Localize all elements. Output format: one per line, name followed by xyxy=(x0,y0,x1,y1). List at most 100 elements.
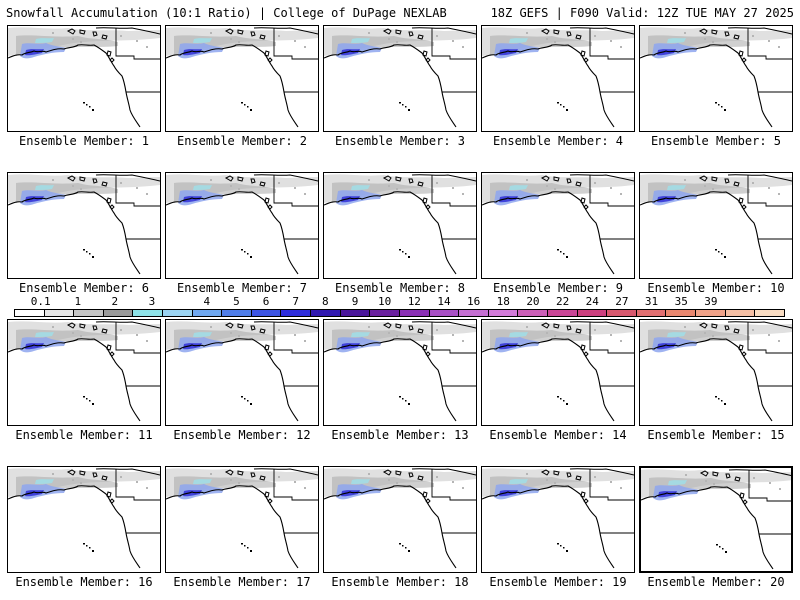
ensemble-member-label: Ensemble Member: 13 xyxy=(331,428,469,442)
ensemble-member-map[interactable] xyxy=(639,319,793,426)
colorbar-cell xyxy=(696,310,726,316)
arctic-coast xyxy=(95,174,160,182)
snow-field-cyan xyxy=(667,332,686,337)
sparse-snow-dots xyxy=(368,179,464,195)
arctic-coast xyxy=(569,27,634,35)
islands xyxy=(540,469,589,504)
ensemble-member-map[interactable] xyxy=(165,466,319,573)
colorbar-tick-label: 9 xyxy=(351,295,359,308)
ensemble-member-label: Ensemble Member: 7 xyxy=(176,281,308,295)
colorbar-cell xyxy=(459,310,489,316)
border-lines xyxy=(748,470,791,535)
colorbar-cell xyxy=(666,310,697,316)
ensemble-member-label: Ensemble Member: 16 xyxy=(15,575,153,589)
border-lines xyxy=(115,469,160,534)
snow-field-deep xyxy=(499,343,518,350)
map-title: Snowfall Accumulation (10:1 Ratio) | Col… xyxy=(6,6,447,20)
arctic-coast xyxy=(411,321,476,329)
colorbar-cell xyxy=(15,310,45,316)
basemap xyxy=(324,468,476,569)
colorbar-tick-label: 18 xyxy=(496,295,510,308)
ensemble-member-label: Ensemble Member: 19 xyxy=(489,575,627,589)
snow-field-deep xyxy=(341,343,360,350)
ensemble-member-map[interactable] xyxy=(323,466,477,573)
basemap xyxy=(324,321,476,422)
ensemble-member-map[interactable] xyxy=(323,25,477,132)
sparse-snow-dots xyxy=(368,32,464,48)
snow-field-cyan xyxy=(668,480,687,485)
sparse-snow-dots xyxy=(526,32,622,48)
ensemble-member-map[interactable] xyxy=(165,172,319,279)
snow-field-deep xyxy=(25,490,44,497)
snow-field-deep xyxy=(25,49,44,56)
ensemble-member-map[interactable] xyxy=(323,319,477,426)
ensemble-member-map[interactable] xyxy=(639,172,793,279)
ensemble-member-label: Ensemble Member: 6 xyxy=(18,281,150,295)
colorbar-cell xyxy=(755,310,784,316)
ensemble-member-map[interactable] xyxy=(639,25,793,132)
islands xyxy=(224,322,273,357)
ensemble-member-label: Ensemble Member: 17 xyxy=(173,575,311,589)
islands xyxy=(66,175,115,210)
hawaii-islands xyxy=(557,543,568,552)
ensemble-member-label: Ensemble Member: 9 xyxy=(492,281,624,295)
basemap xyxy=(166,27,318,128)
hawaii-islands xyxy=(83,102,94,111)
colorbar-tick-label: 24 xyxy=(585,295,599,308)
ensemble-member-map[interactable] xyxy=(323,172,477,279)
border-lines xyxy=(431,28,476,93)
ensemble-member-map[interactable] xyxy=(165,319,319,426)
ensemble-member-map[interactable] xyxy=(7,25,161,132)
snow-field-cyan xyxy=(351,479,370,484)
arctic-coast xyxy=(253,174,318,182)
ensemble-member-label: Ensemble Member: 15 xyxy=(647,428,785,442)
border-lines xyxy=(747,28,792,93)
colorbar-cell xyxy=(370,310,400,316)
basemap xyxy=(640,174,792,275)
border-lines xyxy=(115,322,160,387)
ensemble-member-map[interactable] xyxy=(165,25,319,132)
colorbar-cell xyxy=(636,310,667,316)
islands xyxy=(698,175,747,210)
colorbar-tick-label: 31 xyxy=(644,295,659,308)
hawaii-islands xyxy=(241,102,252,111)
arctic-coast xyxy=(95,468,160,476)
hawaii-islands xyxy=(715,249,726,258)
border-lines xyxy=(589,322,634,387)
arctic-coast xyxy=(569,468,634,476)
ensemble-member-label: Ensemble Member: 18 xyxy=(331,575,469,589)
islands xyxy=(699,470,748,505)
basemap xyxy=(8,27,160,128)
ensemble-member-map[interactable] xyxy=(481,25,635,132)
ensemble-member-map[interactable] xyxy=(7,172,161,279)
colorbar-tick-label: 35 xyxy=(674,295,688,308)
ensemble-member-map[interactable] xyxy=(481,172,635,279)
hawaii-islands xyxy=(83,396,94,405)
arctic-coast xyxy=(253,321,318,329)
islands xyxy=(382,469,431,504)
ensemble-member-map[interactable] xyxy=(639,466,793,573)
basemap xyxy=(641,469,791,570)
islands xyxy=(224,175,273,210)
ensemble-member-map[interactable] xyxy=(7,319,161,426)
ensemble-member-map[interactable] xyxy=(7,466,161,573)
colorbar-cell xyxy=(311,310,341,316)
snow-field-cyan xyxy=(193,185,212,190)
snow-field-deep xyxy=(658,491,677,498)
colorbar-tick-label: 0.1 xyxy=(30,295,51,308)
colorbar-tick-label: 14 xyxy=(437,295,451,308)
ensemble-member-map[interactable] xyxy=(481,466,635,573)
ensemble-member-map[interactable] xyxy=(481,319,635,426)
colorbar xyxy=(14,309,785,317)
hawaii-islands xyxy=(83,249,94,258)
colorbar-cell xyxy=(429,310,460,316)
arctic-coast xyxy=(727,321,792,329)
colorbar-cell xyxy=(281,310,312,316)
basemap xyxy=(8,321,160,422)
colorbar-tick-label: 2 xyxy=(111,295,119,308)
snow-field-deep xyxy=(657,196,676,203)
sparse-snow-dots xyxy=(210,326,306,342)
ensemble-member-label: Ensemble Member: 20 xyxy=(647,575,785,589)
snow-field-deep xyxy=(183,490,202,497)
snow-field-deep xyxy=(183,49,202,56)
